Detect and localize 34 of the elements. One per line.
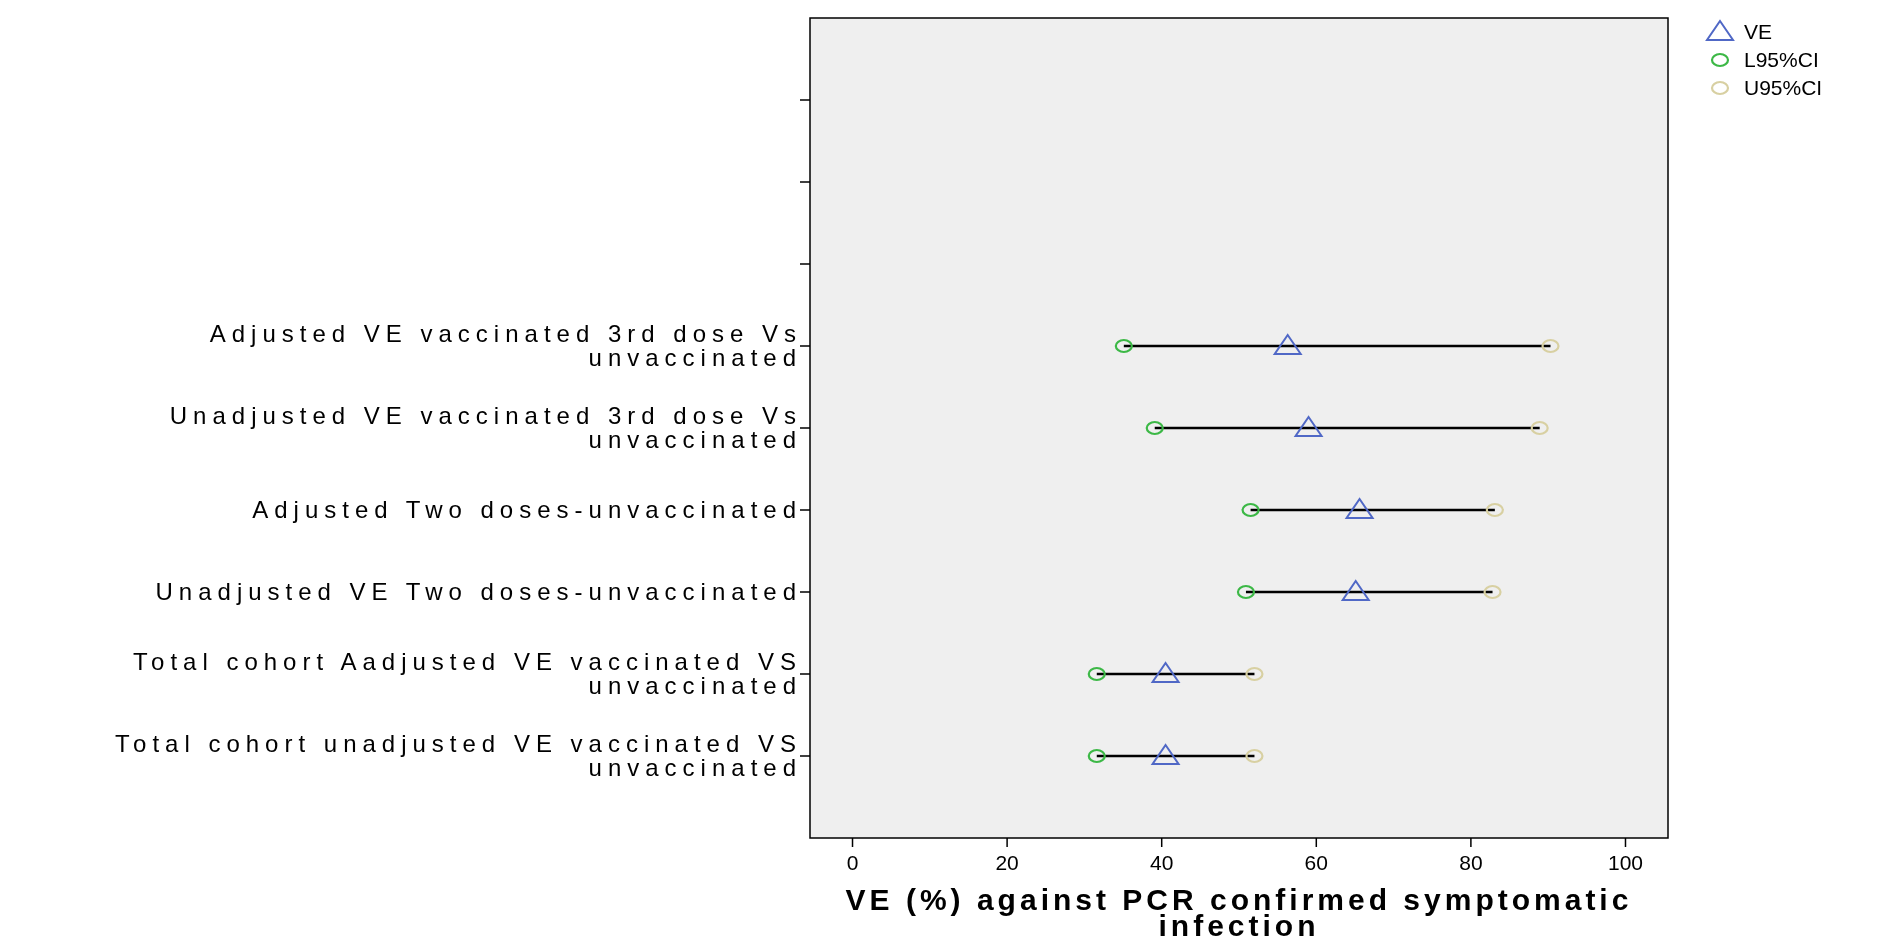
x-axis-title: VE (%) against PCR confirmed symptomatic infection <box>845 883 1633 942</box>
y-tick-label: Total cohort Aadjusted VE vaccinated VS unvaccinated <box>133 648 802 700</box>
point <box>1236 584 1256 600</box>
point <box>1151 744 1180 765</box>
legend-label: U95%CI <box>1744 76 1823 99</box>
point <box>1114 338 1133 354</box>
y-tick-label: Adjusted VE vaccinated 3rd dose Vs unvaccinated <box>209 320 802 372</box>
point <box>1087 666 1106 682</box>
point <box>1241 502 1260 518</box>
y-tick-label: Total cohort unadjusted VE vaccinated VS unvaccinated <box>115 730 802 782</box>
y-tick-label: Adjusted Two doses-unvaccinated <box>252 496 802 524</box>
y-tick-label: Unadjusted VE vaccinated 3rd dose Vs unvaccinated <box>169 402 802 454</box>
point <box>1341 580 1370 601</box>
legend-label: L95%CI <box>1744 48 1819 71</box>
point <box>1294 416 1323 437</box>
x-tick-label: 80 <box>1459 851 1483 874</box>
legend-label: VE <box>1744 20 1773 43</box>
point <box>1245 748 1264 764</box>
point <box>1485 502 1504 518</box>
point <box>1530 420 1549 436</box>
x-tick-label: 20 <box>995 851 1019 874</box>
point <box>1345 498 1374 519</box>
point <box>1151 662 1180 683</box>
x-tick-label: 100 <box>1607 851 1644 874</box>
point <box>1483 584 1502 600</box>
y-tick-label: Unadjusted VE Two doses-unvaccinated <box>155 578 802 606</box>
x-tick-label: 0 <box>846 851 859 874</box>
point <box>1145 420 1164 436</box>
point <box>1087 748 1106 764</box>
point <box>1273 334 1302 355</box>
point <box>1541 338 1560 354</box>
x-tick-label: 40 <box>1150 851 1174 874</box>
point <box>1245 666 1264 682</box>
x-tick-label: 60 <box>1304 851 1328 874</box>
